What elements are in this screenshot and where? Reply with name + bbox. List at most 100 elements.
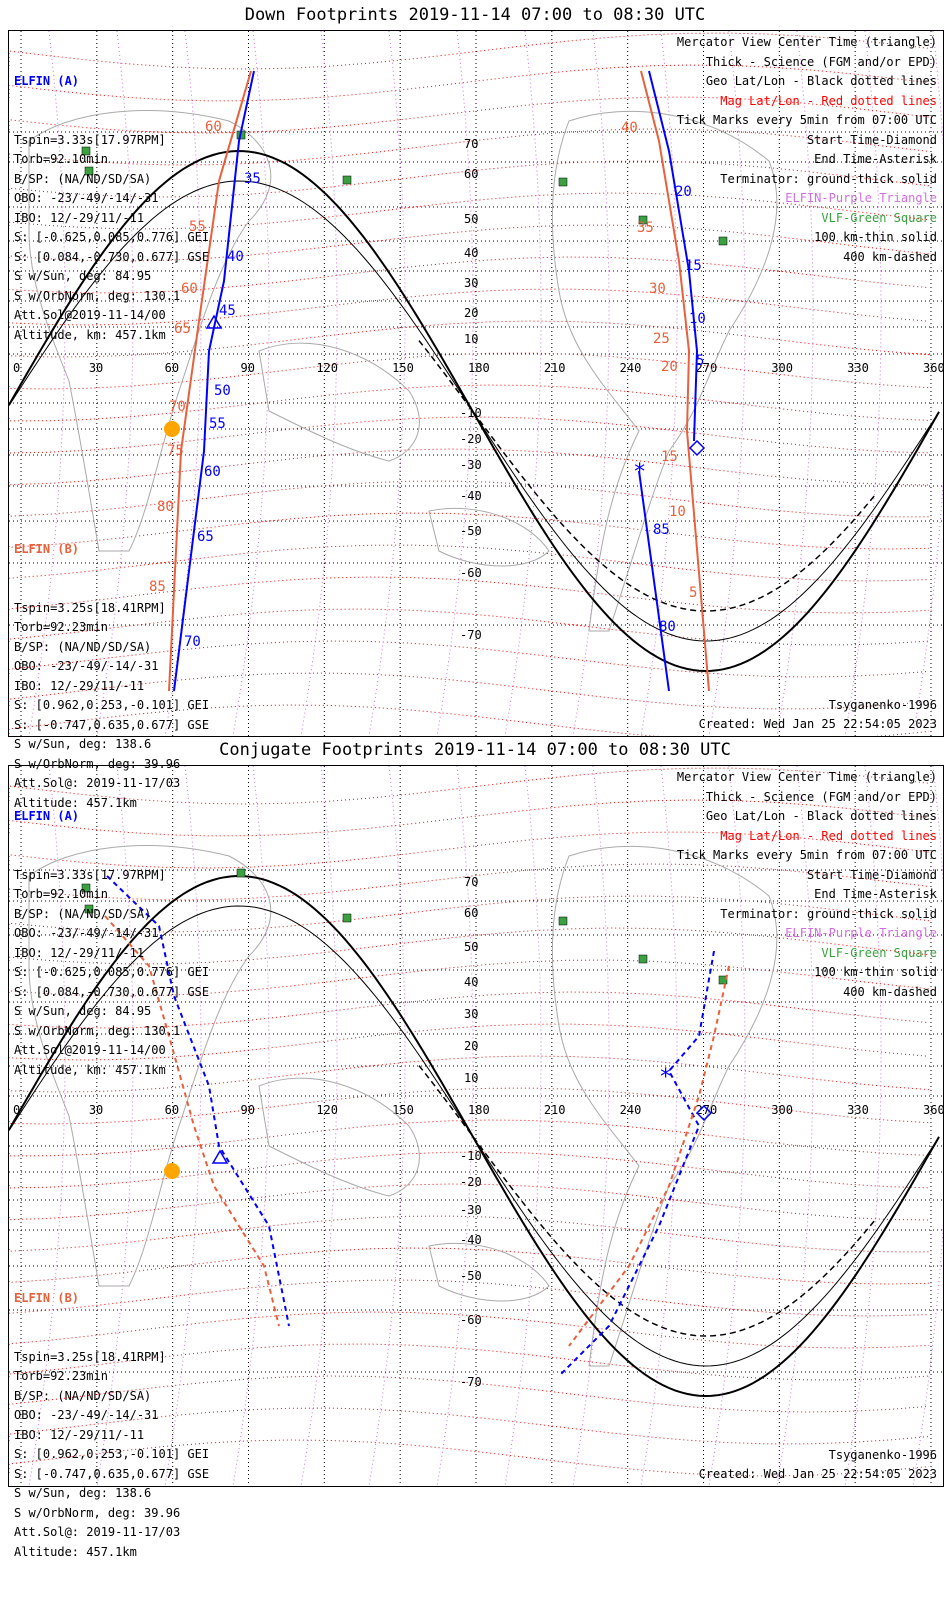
info-line: S w/OrbNorm, deg: 39.96 — [14, 756, 181, 771]
legend-entry: Terminator: ground-thick solid — [720, 906, 937, 921]
mag-lat-gridline — [9, 831, 930, 869]
elfin-a-tick-label: 55 — [209, 416, 226, 432]
info-line: S w/OrbNorm, deg: 130.1 — [14, 288, 181, 303]
mag-lat-gridline — [9, 576, 930, 614]
lon-tick-label: 210 — [544, 1103, 566, 1117]
mag-lat-gridline — [9, 160, 930, 198]
info-line: Tspin=3.33s[17.97RPM] — [14, 132, 166, 147]
lon-tick-label: 360 — [923, 1103, 943, 1117]
elfin-b-lines: Tspin=3.25s[18.41RPM] Torb=92.23min B/SP: … — [14, 1348, 209, 1563]
elfin-a-tick-label: 5 — [696, 353, 704, 369]
continent-outline — [428, 507, 550, 567]
mag-lon-gridline — [776, 766, 814, 1486]
lat-tick-label: 20 — [464, 306, 478, 320]
elfin-b-track-east — [640, 70, 710, 692]
elfin-b-tick-label: 40 — [621, 120, 638, 136]
lat-tick-label: -30 — [460, 1203, 482, 1217]
legend-entry: 100 km-thin solid — [814, 230, 937, 244]
legend-entry: End Time-Asterisk — [814, 887, 937, 901]
sun-icon — [164, 1163, 180, 1179]
legend-entry: Thick - Science (FGM and/or EPD) — [705, 789, 937, 804]
vlf-station-square — [558, 177, 568, 187]
elfin-b-info: ELFIN (B) Tspin=3.25s[18.41RPM] Torb=92.2… — [14, 501, 209, 852]
elfin-a-info: ELFIN (A) Tspin=3.33s[17.97RPM] Torb=92.1… — [14, 768, 209, 1119]
mag-lon-gridline — [300, 31, 338, 736]
info-line: S: [0.962,0.253,-0.101] GEI — [14, 1447, 210, 1461]
info-line: S: [-0.625,0.085,0.776] GEI — [14, 965, 210, 979]
info-line: Tspin=3.25s[18.41RPM] — [14, 1349, 166, 1364]
lon-tick-label: 30 — [89, 1103, 103, 1117]
vlf-station-square — [81, 883, 91, 893]
mag-lat-gridline — [9, 1407, 930, 1445]
lat-tick-label: 30 — [464, 276, 478, 290]
vlf-station-square — [718, 975, 728, 985]
lat-tick-label: -60 — [460, 1313, 482, 1327]
vlf-station-square — [342, 175, 352, 185]
credits: Tsyganenko-1996 Created: Wed Jan 25 22:5… — [699, 1446, 937, 1484]
lon-tick-label: 300 — [771, 361, 793, 375]
elfin-a-info: ELFIN (A) Tspin=3.33s[17.97RPM] Torb=92.1… — [14, 33, 209, 384]
elfin-b-name: ELFIN (B) — [14, 542, 80, 556]
mag-lon-gridline — [504, 31, 542, 736]
elfin-b-track — [168, 70, 252, 692]
info-line: Torb=92.10min — [14, 887, 108, 901]
vlf-station-square — [81, 146, 91, 156]
mag-lat-gridline — [9, 672, 930, 710]
lat-tick-label: 60 — [464, 906, 478, 920]
info-line: S: [-0.747,0.635,0.677] GSE — [14, 1466, 210, 1481]
mag-lat-gridline — [9, 895, 930, 933]
terminator-400km-line — [418, 1065, 876, 1337]
mag-lat-gridline — [9, 863, 930, 901]
elfin-a-track — [173, 70, 255, 692]
elfin-b-track — [104, 915, 280, 1327]
legend-entry: ELFIN-Purple Triangle — [785, 191, 937, 205]
info-line: Altitude, km: 457.1km — [14, 1062, 166, 1077]
lon-tick-label: 150 — [392, 1103, 414, 1117]
elfin-b-tick-label: 75 — [167, 443, 184, 459]
lat-tick-label: 40 — [464, 975, 478, 989]
info-line: S: [-0.625,0.085,0.776] GEI — [14, 230, 210, 244]
lon-tick-label: 120 — [316, 1103, 338, 1117]
mag-lon-gridline — [708, 31, 746, 736]
lat-tick-label: 30 — [464, 1007, 478, 1021]
lat-tick-label: -50 — [460, 1269, 482, 1283]
continent-outline — [428, 1242, 550, 1302]
lat-tick-label: -50 — [460, 524, 482, 538]
mag-lon-gridline — [96, 31, 134, 736]
mag-lon-gridline — [572, 766, 610, 1486]
lat-tick-label: -10 — [460, 1149, 482, 1163]
info-line: S w/Sun, deg: 138.6 — [14, 737, 152, 751]
lon-tick-label: 330 — [847, 1103, 869, 1117]
info-line: S: [0.084,-0.730,0.677] GSE — [14, 984, 210, 999]
info-line: S: [0.084,-0.730,0.677] GSE — [14, 249, 210, 264]
legend-entry: Start Time-Diamond — [806, 132, 937, 147]
lon-tick-label: 240 — [620, 1103, 642, 1117]
lon-tick-label: 120 — [316, 361, 338, 375]
lat-tick-label: -60 — [460, 566, 482, 580]
elfin-b-tick-label: 10 — [669, 504, 686, 520]
lon-tick-label: 90 — [241, 361, 255, 375]
mag-lon-gridline — [300, 766, 338, 1486]
lat-tick-label: -70 — [460, 1375, 482, 1389]
vlf-station-square — [638, 954, 648, 964]
info-line: OBO: -23/-49/-14/-31 — [14, 191, 159, 205]
map-legend: Mercator View Center Time (triangle) Thic… — [677, 768, 937, 1002]
mag-lat-gridline — [9, 1151, 930, 1189]
mag-lat-gridline — [9, 1279, 930, 1317]
mag-lon-gridline — [572, 31, 610, 736]
lon-tick-label: 180 — [468, 361, 490, 375]
mag-lat-gridline — [9, 1343, 930, 1381]
panel-title: Down Footprints 2019-11-14 07:00 to 08:3… — [244, 5, 706, 25]
lon-tick-label: 240 — [620, 361, 642, 375]
mag-lon-gridline — [28, 766, 66, 1486]
lon-tick-label: 270 — [696, 1103, 718, 1117]
mag-lat-gridline — [9, 1183, 930, 1221]
lon-tick-label: 60 — [165, 361, 179, 375]
info-line: B/SP: (NA/ND/SD/SA) — [14, 171, 152, 186]
mag-lon-gridline — [640, 31, 678, 736]
map-panel-down: 0 30 60 90 120 150 180 210 240 270 300 330 360 70 60 50… — [8, 30, 944, 810]
elfin-b-tick-label: 60 — [205, 119, 222, 135]
info-line: B/SP: (NA/ND/SD/SA) — [14, 906, 152, 921]
mag-lon-gridline — [640, 766, 678, 1486]
mag-lat-gridline — [9, 1119, 930, 1157]
